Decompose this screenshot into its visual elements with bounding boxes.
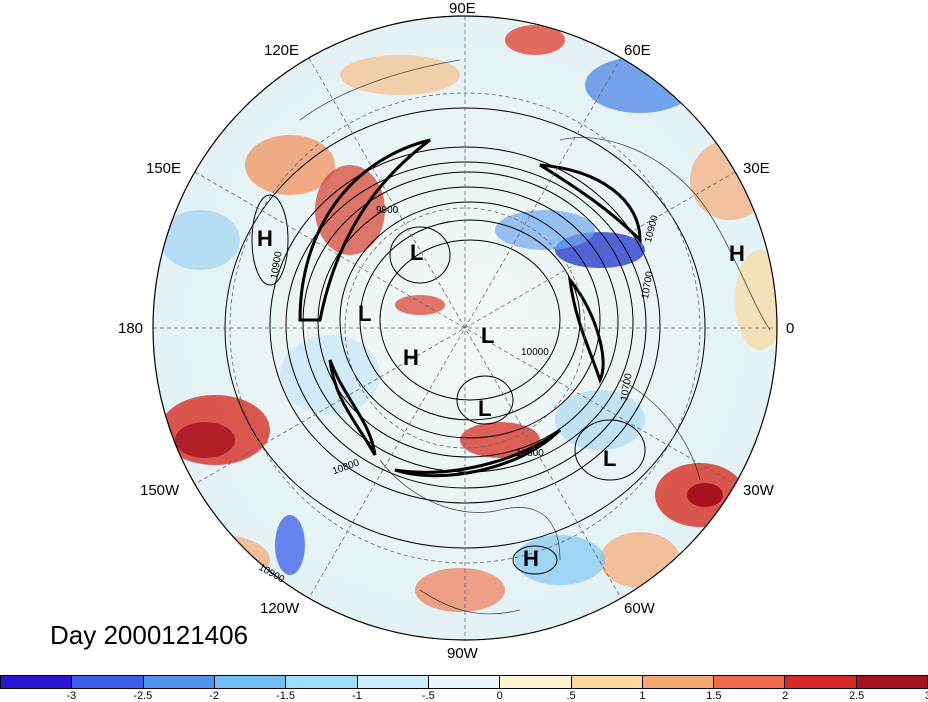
- colorbar-tick-label: -3: [66, 690, 77, 702]
- colorbar-segment: [72, 676, 144, 688]
- lon-label-90e: 90E: [449, 0, 476, 17]
- colorbar-segment: [714, 676, 786, 688]
- lon-label-180: 180: [118, 320, 144, 337]
- colorbar-tick-label: -1: [352, 690, 362, 702]
- lon-label-90w: 90W: [447, 645, 478, 662]
- colorbar-tick-label: -2: [209, 690, 220, 702]
- colorbar-segment: [500, 676, 572, 688]
- contour-label: 10800: [516, 448, 544, 459]
- lon-label-150w: 150W: [140, 482, 180, 499]
- colorbar-segment: [286, 676, 358, 688]
- colorbar-tick-label: 0: [496, 690, 503, 702]
- colorbar-tick-label: 3: [925, 690, 928, 702]
- colorbar-tick-label: -2.5: [133, 690, 153, 702]
- high-pressure-label: H: [729, 241, 745, 266]
- polar-map: [152, 15, 778, 641]
- colorbar-segment: [856, 676, 928, 688]
- colorbar-tick-label: .5: [566, 690, 576, 702]
- colorbar-segment: [428, 676, 501, 688]
- high-pressure-label: H: [523, 546, 539, 571]
- contour-label: 10000: [521, 347, 549, 358]
- lon-label-30w: 30W: [743, 482, 774, 499]
- colorbar-segment: [571, 676, 643, 688]
- colorbar-segment: [785, 676, 857, 688]
- colorbar-segment: [357, 676, 429, 688]
- map-boundary: [152, 15, 778, 641]
- lon-label-150e: 150E: [146, 160, 182, 177]
- colorbar-segment: [1, 676, 73, 688]
- colorbar-tick-label: 1.5: [706, 690, 722, 702]
- lon-label-60e: 60E: [624, 42, 651, 59]
- colorbar-segment: [642, 676, 715, 688]
- low-pressure-label: L: [478, 396, 492, 421]
- lon-label-0: 0: [786, 320, 795, 337]
- colorbar-tick-label: 2.5: [848, 690, 865, 702]
- contour-label: 9900: [376, 205, 399, 216]
- low-pressure-label: L: [481, 323, 495, 348]
- low-pressure-label: L: [603, 446, 617, 471]
- graticule: [153, 16, 777, 640]
- colorbar-tick-label: -.5: [421, 690, 435, 702]
- colorbar: [0, 675, 928, 689]
- low-pressure-label: L: [410, 240, 424, 265]
- colorbar-segment: [214, 676, 287, 688]
- colorbar-tick-label: -1.5: [276, 690, 296, 702]
- lon-label-30e: 30E: [743, 160, 770, 177]
- date-title: Day 2000121406: [50, 620, 249, 650]
- lon-label-120e: 120E: [264, 42, 300, 59]
- low-pressure-label: L: [358, 301, 372, 326]
- lon-label-60w: 60W: [624, 600, 655, 617]
- colorbar-segment: [143, 676, 215, 688]
- lon-label-120w: 120W: [260, 600, 300, 617]
- colorbar-tick-label: 2: [782, 690, 789, 702]
- colorbar-tick-label: 1: [639, 690, 646, 702]
- high-pressure-label: H: [257, 226, 273, 251]
- high-pressure-label: H: [403, 345, 419, 370]
